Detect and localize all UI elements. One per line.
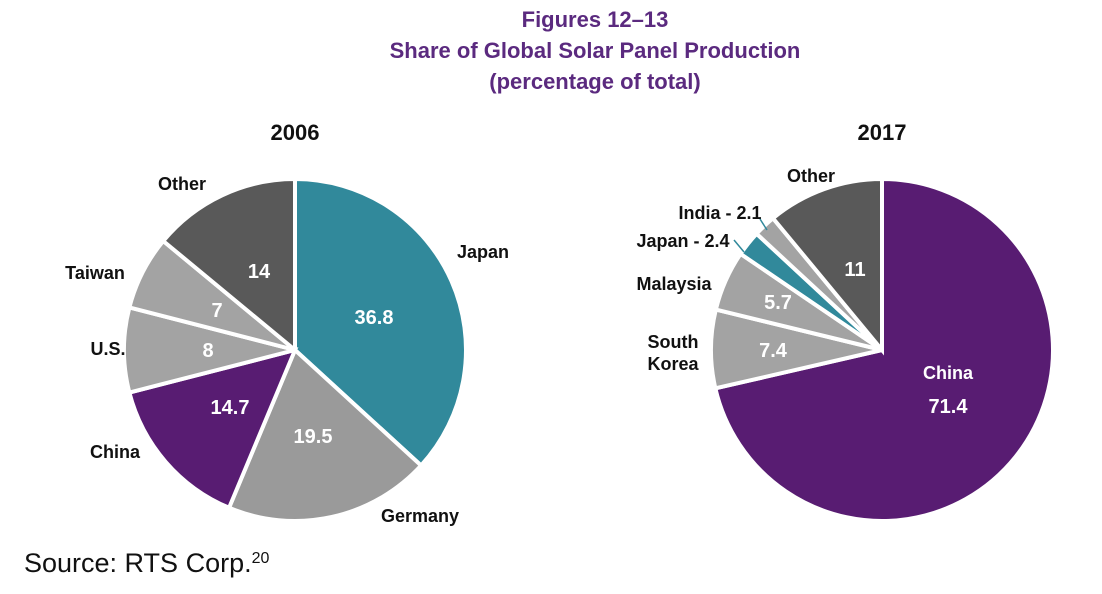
value-label-other: 14	[248, 261, 271, 283]
figure-unit: (percentage of total)	[489, 69, 701, 94]
figure-title: Figures 12–13 Share of Global Solar Pane…	[0, 4, 1102, 97]
value-label-south-korea: 7.4	[759, 340, 788, 362]
chart-title: 2006	[271, 120, 320, 145]
category-label-u-s: U.S.	[90, 339, 125, 359]
category-label-india-2-1: India - 2.1	[678, 203, 761, 223]
category-label-malaysia: Malaysia	[636, 274, 712, 294]
leader-line-japan-2-4	[733, 239, 745, 253]
category-label-japan: Japan	[457, 242, 509, 262]
slice-china	[126, 347, 299, 511]
value-label-japan: 36.8	[355, 307, 394, 329]
value-label-china: 14.7	[211, 397, 250, 419]
category-label-south-korea: South Korea	[647, 332, 699, 374]
category-label-other: Other	[158, 174, 206, 194]
value-label-germany: 19.5	[294, 426, 333, 448]
value-label-u-s: 8	[202, 340, 213, 362]
category-label-taiwan: Taiwan	[65, 263, 125, 283]
chart-title: 2017	[858, 120, 907, 145]
value-label-china: 71.4	[929, 396, 969, 418]
category-label-germany: Germany	[381, 506, 459, 526]
value-label-taiwan: 7	[211, 300, 222, 322]
slice-japan	[293, 176, 468, 469]
figure-number: Figures 12–13	[521, 7, 669, 32]
pie-2017: 2017 71.4 China 7.4 South Korea 5.7 Malaysia Jap…	[636, 120, 1055, 523]
slice-other	[160, 176, 297, 355]
source-text: Source: RTS Corp.	[24, 548, 252, 578]
value-label-other: 11	[844, 259, 865, 281]
source-footnote: 20	[251, 550, 270, 567]
value-label-malaysia: 5.7	[764, 292, 792, 314]
leader-line-india-2-1	[759, 218, 768, 231]
slice-germany	[226, 346, 424, 523]
slice-china	[712, 176, 1055, 523]
category-label-china: China	[923, 363, 974, 383]
figure-heading: Share of Global Solar Panel Production	[389, 38, 801, 63]
pie-2006: 2006 36.8 Japan 19.5 Germany 14.7 China 8 U.S. 7 T…	[65, 120, 509, 526]
category-label-china: China	[90, 442, 141, 462]
source-note: Source: RTS Corp.20	[24, 548, 269, 579]
category-label-other: Other	[787, 166, 835, 186]
category-label-japan-2-4: Japan - 2.4	[636, 231, 729, 251]
slice-other	[770, 176, 884, 356]
